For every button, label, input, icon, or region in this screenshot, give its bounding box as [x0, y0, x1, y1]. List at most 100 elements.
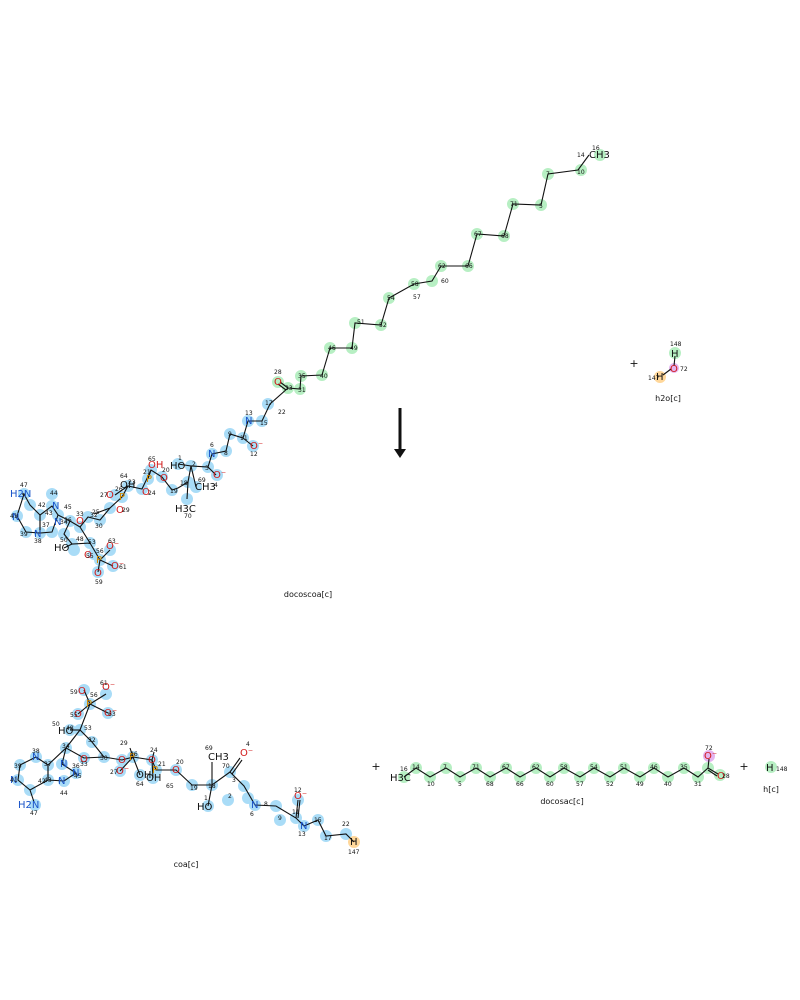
- svg-text:29: 29: [120, 740, 128, 747]
- plus-operator-3: +: [739, 760, 748, 773]
- docoscoa-ribose-ring: [63, 520, 91, 545]
- svg-text:69: 69: [198, 477, 206, 484]
- docosac-atom-indices: 16 14 10 7 5 71 68 67 66 62 60 58 57 54 …: [400, 745, 730, 788]
- coa-hydroxyl-65: OH: [146, 773, 161, 784]
- h2o-oxygen: O: [670, 364, 678, 375]
- svg-text:72: 72: [680, 366, 688, 373]
- svg-text:11: 11: [240, 435, 248, 442]
- oxygen-anion-61: O⁻: [111, 561, 124, 572]
- svg-text:20: 20: [176, 759, 184, 766]
- svg-text:10: 10: [427, 781, 435, 788]
- svg-text:50: 50: [52, 721, 60, 728]
- svg-text:60: 60: [441, 278, 449, 285]
- svg-text:13: 13: [245, 410, 253, 417]
- svg-text:45: 45: [64, 504, 72, 511]
- svg-text:11: 11: [292, 809, 300, 816]
- docoscoa-chain-highlights: [272, 149, 606, 395]
- coa-nitrogen-44: N: [58, 776, 65, 787]
- svg-text:33: 33: [285, 385, 293, 392]
- svg-text:45: 45: [74, 773, 82, 780]
- svg-text:61: 61: [100, 680, 108, 687]
- docoscoa-fatty-chain: [287, 154, 590, 390]
- docosac-label: docosac[c]: [540, 797, 583, 806]
- methyl-70: H3C: [175, 504, 196, 515]
- svg-text:42: 42: [38, 502, 46, 509]
- reaction-arrow: [394, 408, 406, 458]
- svg-text:37: 37: [44, 761, 52, 768]
- svg-text:21: 21: [143, 469, 151, 476]
- docoscoa-label: docoscoa[c]: [284, 590, 332, 599]
- coa-label: coa[c]: [174, 860, 199, 869]
- svg-text:59: 59: [95, 579, 103, 586]
- nitrogen-41: N: [12, 512, 19, 523]
- svg-text:14: 14: [577, 152, 585, 159]
- docosac-oxygen-28: O: [717, 771, 725, 782]
- svg-text:18: 18: [180, 480, 188, 487]
- coa-hydrogen-147: H: [350, 837, 358, 848]
- svg-text:71: 71: [510, 201, 518, 208]
- h-proton: H: [766, 763, 774, 774]
- h2o-hydrogen-148: H: [671, 349, 679, 360]
- svg-text:48: 48: [66, 725, 74, 732]
- svg-text:51: 51: [620, 764, 628, 771]
- ch3-terminal: CH3: [589, 150, 610, 161]
- svg-text:62: 62: [438, 263, 446, 270]
- svg-text:30: 30: [100, 755, 108, 762]
- svg-text:3: 3: [205, 465, 209, 472]
- svg-text:23: 23: [128, 479, 136, 486]
- hydroxyl-64: OH: [120, 480, 135, 491]
- svg-text:10: 10: [577, 169, 585, 176]
- svg-text:44: 44: [60, 790, 68, 797]
- svg-text:31: 31: [694, 781, 702, 788]
- svg-text:32: 32: [90, 512, 98, 519]
- oxygen-27: O: [106, 490, 114, 501]
- coa-nitrogen-41: N: [10, 775, 17, 786]
- svg-text:50: 50: [60, 537, 68, 544]
- coa-methyl-70: CH3: [208, 752, 229, 763]
- svg-text:5: 5: [539, 203, 543, 210]
- svg-text:41: 41: [10, 513, 18, 520]
- svg-text:66: 66: [465, 263, 473, 270]
- coa-ribose-ring: [65, 729, 106, 759]
- svg-text:26: 26: [130, 751, 138, 758]
- plus-operator-1: +: [629, 357, 638, 370]
- svg-text:35: 35: [680, 764, 688, 771]
- svg-text:13: 13: [298, 831, 306, 838]
- svg-text:67: 67: [474, 231, 482, 238]
- phosphorus-21: P: [146, 474, 152, 485]
- svg-text:22: 22: [342, 821, 350, 828]
- svg-text:60: 60: [546, 781, 554, 788]
- svg-text:65: 65: [166, 783, 174, 790]
- coa-oxygen-anion-4: O⁻: [240, 748, 253, 759]
- h2o-label: h2o[c]: [655, 394, 681, 403]
- svg-text:26: 26: [115, 486, 123, 493]
- ring-oxygen-33: O: [76, 516, 84, 527]
- svg-text:4: 4: [214, 482, 218, 489]
- carbonyl-bond: [279, 381, 289, 389]
- svg-text:147: 147: [348, 849, 360, 856]
- svg-text:59: 59: [70, 689, 78, 696]
- oxygen-59: O: [94, 568, 102, 579]
- svg-text:63: 63: [108, 538, 116, 545]
- svg-text:28: 28: [722, 773, 730, 780]
- svg-text:28: 28: [274, 369, 282, 376]
- amide-nitrogen-1: N: [245, 416, 252, 427]
- svg-text:53: 53: [88, 539, 96, 546]
- oxygen-24: O: [142, 487, 150, 498]
- svg-text:56: 56: [90, 692, 98, 699]
- svg-text:1: 1: [178, 455, 182, 462]
- svg-text:55: 55: [70, 712, 78, 719]
- svg-text:52: 52: [379, 322, 387, 329]
- hydroxyl-65: OH: [148, 460, 163, 471]
- oxygen-anion-63: O⁻: [106, 541, 119, 552]
- coa-oxygen-anion-61: O⁻: [102, 682, 115, 693]
- svg-text:70: 70: [184, 513, 192, 520]
- docoscoa-pyrimidine-ring: [16, 492, 41, 534]
- svg-text:1: 1: [204, 795, 208, 802]
- svg-text:39: 39: [20, 531, 28, 538]
- svg-text:57: 57: [576, 781, 584, 788]
- svg-text:147: 147: [648, 375, 660, 382]
- coa-oxygen-anion-12: O⁻: [294, 791, 307, 802]
- docoscoa-imidazole-ring: [39, 505, 59, 534]
